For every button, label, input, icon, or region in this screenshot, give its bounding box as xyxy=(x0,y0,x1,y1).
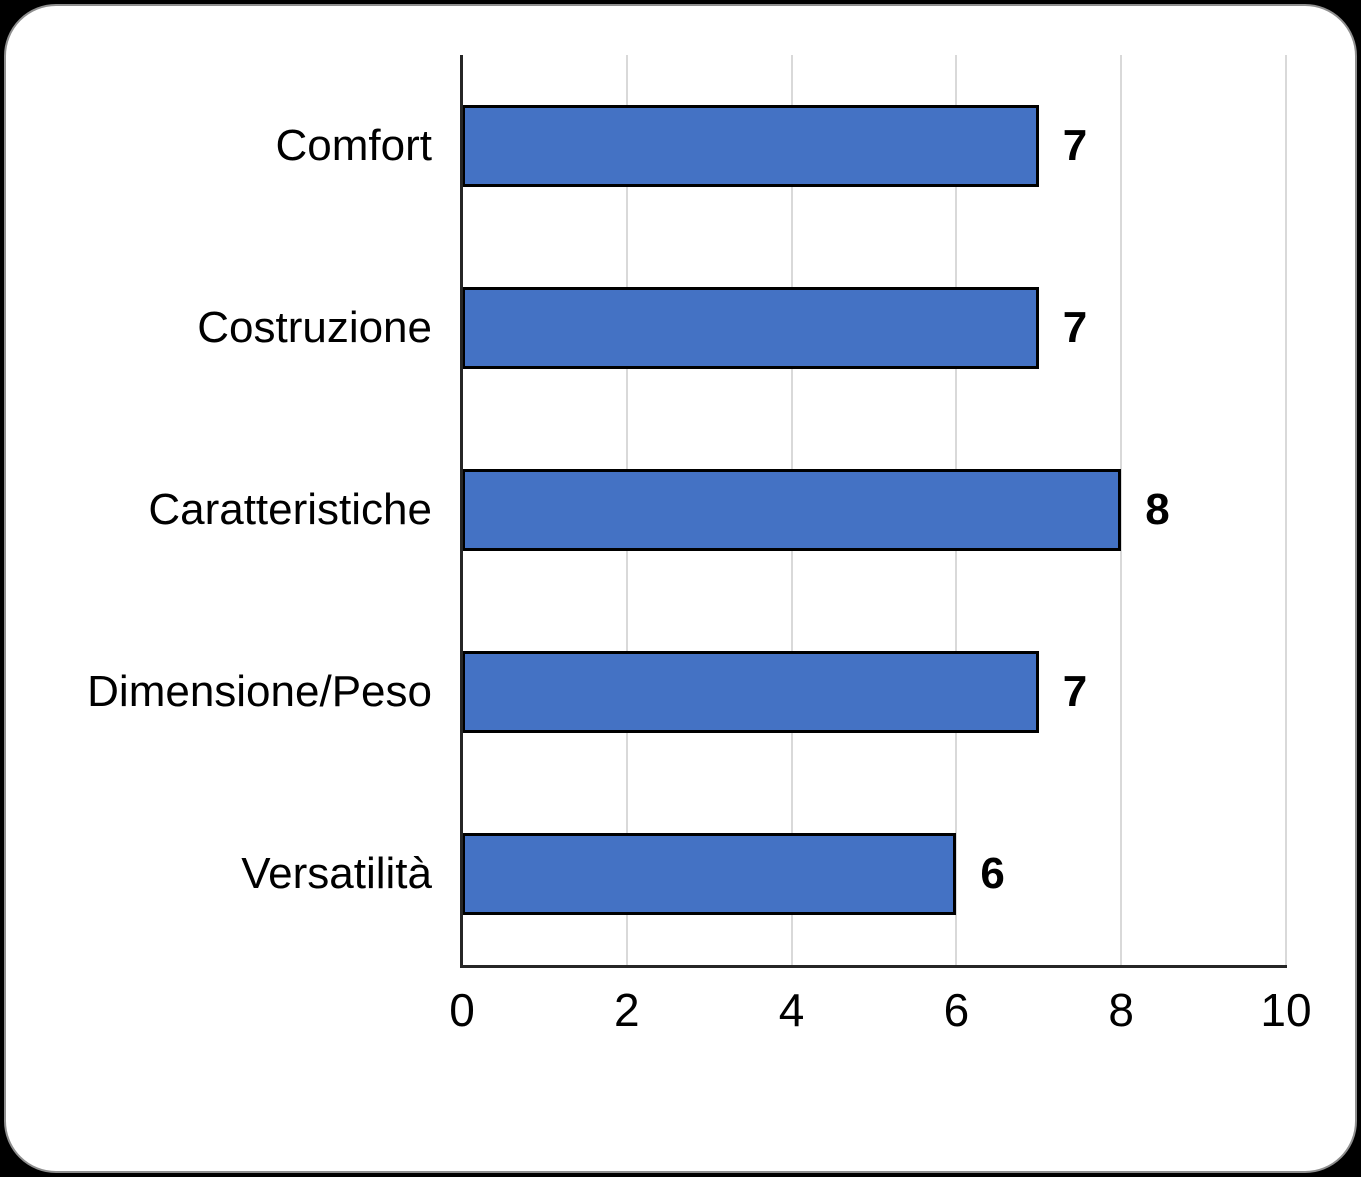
x-tick-label-4: 4 xyxy=(778,984,805,1036)
x-tick-label-0: 0 xyxy=(449,984,475,1036)
bar-caratteristiche xyxy=(462,469,1122,551)
chart-card xyxy=(4,4,1357,1173)
bar-dimensione-peso xyxy=(462,651,1039,733)
bar-versatilit- xyxy=(462,833,957,915)
bar-costruzione xyxy=(462,287,1039,369)
data-label: 7 xyxy=(1062,667,1088,716)
x-tick-label-10: 10 xyxy=(1260,984,1312,1036)
data-label: 6 xyxy=(980,849,1005,898)
x-tick-label-2: 2 xyxy=(614,984,640,1036)
category-label: Dimensione/Peso xyxy=(87,667,432,716)
category-label: Comfort xyxy=(275,121,432,170)
gridline-x-8 xyxy=(1120,55,1123,965)
x-tick-label-6: 6 xyxy=(943,984,970,1036)
data-label: 7 xyxy=(1062,121,1088,170)
category-label: Caratteristiche xyxy=(148,485,432,534)
bar-comfort xyxy=(462,105,1039,187)
data-label: 8 xyxy=(1145,485,1170,534)
plot-area xyxy=(462,55,1287,965)
gridline-x-10 xyxy=(1285,55,1287,965)
y-axis-line xyxy=(460,55,463,968)
category-label: Versatilità xyxy=(241,849,432,898)
category-label: Costruzione xyxy=(197,303,432,352)
x-tick-label-8: 8 xyxy=(1108,984,1134,1036)
x-axis-line xyxy=(460,965,1287,968)
data-label: 7 xyxy=(1062,303,1088,352)
